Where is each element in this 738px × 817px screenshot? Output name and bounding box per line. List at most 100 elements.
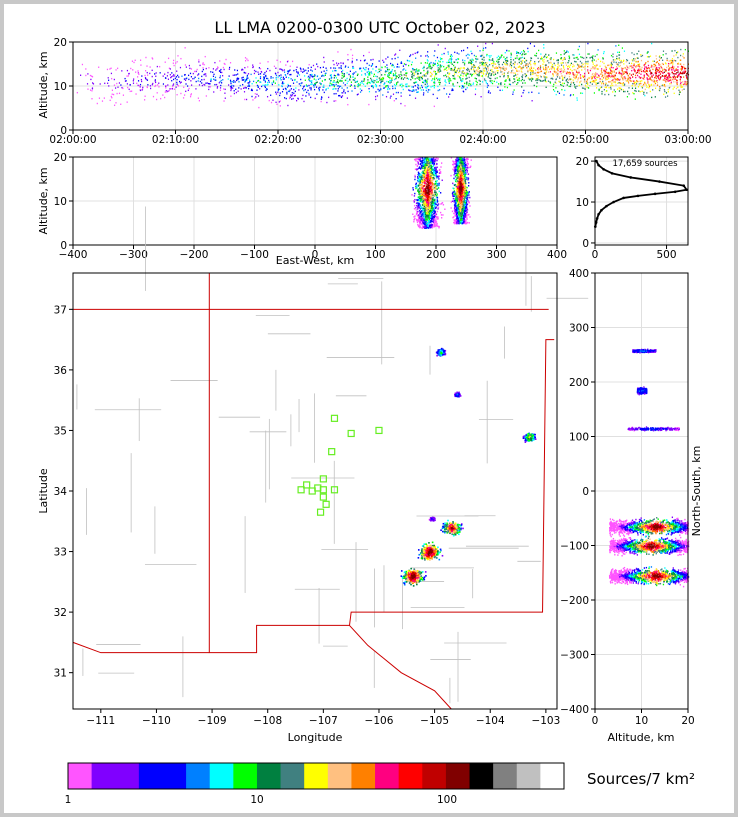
source-mark xyxy=(267,77,269,80)
source-mark xyxy=(260,81,262,83)
source-mark xyxy=(663,93,665,95)
source-mark xyxy=(453,85,455,88)
source-mark xyxy=(422,214,424,216)
source-mark xyxy=(111,89,114,91)
source-mark xyxy=(417,161,419,164)
source-mark xyxy=(275,91,277,93)
source-mark xyxy=(659,71,661,73)
source-mark xyxy=(641,86,643,88)
source-mark xyxy=(334,69,336,72)
source-mark xyxy=(427,208,430,210)
source-mark xyxy=(551,65,553,68)
source-mark xyxy=(201,84,203,87)
source-mark xyxy=(418,157,420,159)
source-mark xyxy=(173,75,175,77)
source-mark xyxy=(449,78,451,80)
source-mark xyxy=(160,97,162,100)
source-mark xyxy=(394,54,396,56)
source-mark xyxy=(370,77,372,80)
source-mark xyxy=(535,78,537,80)
source-mark xyxy=(415,185,417,188)
source-mark xyxy=(432,179,434,182)
source-mark xyxy=(477,58,479,60)
source-mark xyxy=(429,177,432,180)
source-mark xyxy=(481,70,483,73)
source-mark xyxy=(675,76,677,78)
source-mark xyxy=(433,222,436,224)
source-mark xyxy=(172,62,174,64)
source-mark xyxy=(562,59,564,62)
source-mark xyxy=(467,69,469,72)
source-mark xyxy=(602,77,605,79)
source-mark xyxy=(526,67,528,69)
source-mark xyxy=(664,75,666,77)
source-mark xyxy=(435,206,438,208)
source-mark xyxy=(190,76,193,78)
source-mark xyxy=(425,186,427,189)
source-mark xyxy=(623,84,626,86)
source-mark xyxy=(587,65,589,68)
source-mark xyxy=(480,55,482,58)
source-mark xyxy=(260,71,263,73)
source-mark xyxy=(427,181,430,183)
source-mark xyxy=(411,86,413,88)
source-mark xyxy=(422,161,424,164)
source-mark xyxy=(423,226,425,229)
source-mark xyxy=(567,81,569,84)
source-mark xyxy=(551,68,553,70)
source-mark xyxy=(645,73,648,75)
source-mark xyxy=(483,73,485,75)
source-mark xyxy=(306,85,308,87)
source-mark xyxy=(91,87,94,89)
source-mark xyxy=(418,184,420,187)
source-mark xyxy=(324,74,326,77)
source-mark xyxy=(462,61,464,64)
source-mark xyxy=(601,82,603,84)
source-mark xyxy=(330,74,332,76)
source-mark xyxy=(429,164,431,167)
source-mark xyxy=(310,96,312,99)
source-mark xyxy=(189,67,191,70)
source-mark xyxy=(506,64,509,66)
source-mark xyxy=(659,89,661,92)
source-mark xyxy=(584,74,586,76)
source-mark xyxy=(111,96,113,99)
source-mark xyxy=(342,69,344,72)
source-mark xyxy=(390,81,392,83)
source-mark xyxy=(454,195,456,197)
source-mark xyxy=(367,68,370,70)
source-mark xyxy=(478,72,480,75)
source-mark xyxy=(667,72,669,74)
source-mark xyxy=(572,94,575,96)
source-mark xyxy=(159,65,161,68)
source-mark xyxy=(635,65,637,68)
source-mark xyxy=(438,226,440,229)
source-mark xyxy=(522,60,524,62)
source-mark xyxy=(434,71,436,73)
source-mark xyxy=(440,214,443,216)
source-mark xyxy=(374,79,376,82)
source-mark xyxy=(584,88,586,90)
source-mark xyxy=(426,224,429,226)
source-mark xyxy=(639,69,641,72)
source-mark xyxy=(578,45,580,48)
source-mark xyxy=(122,94,125,96)
source-mark xyxy=(535,55,537,57)
source-mark xyxy=(285,76,287,78)
source-mark xyxy=(372,86,374,89)
source-mark xyxy=(424,172,426,175)
source-mark xyxy=(341,80,343,82)
source-mark xyxy=(337,79,339,81)
source-mark xyxy=(332,60,334,62)
source-mark xyxy=(483,68,485,70)
source-mark xyxy=(463,164,466,166)
source-mark xyxy=(427,174,429,176)
source-mark xyxy=(400,73,402,76)
source-mark xyxy=(622,71,624,73)
source-mark xyxy=(605,68,607,71)
source-mark xyxy=(337,88,339,90)
source-mark xyxy=(672,76,674,79)
source-mark xyxy=(371,63,374,65)
source-mark xyxy=(589,57,591,59)
source-mark xyxy=(496,77,498,79)
